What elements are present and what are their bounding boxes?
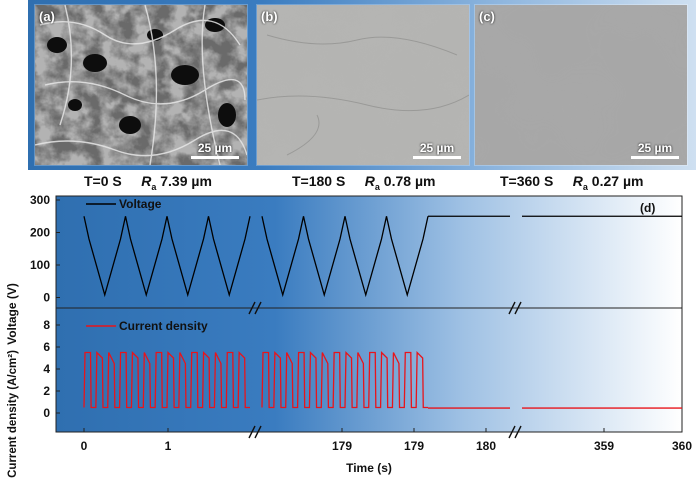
scale-bar-c: 25 µm xyxy=(631,141,679,159)
micrograph-panel-b: (b) 25 µm xyxy=(256,4,470,166)
scale-line-a xyxy=(191,156,239,159)
caption-ra-symbol-a: R xyxy=(141,173,152,189)
x-tick-label: 179 xyxy=(332,439,352,453)
x-tick-label: 180 xyxy=(476,439,496,453)
series-group xyxy=(83,215,682,409)
x-tick-label: 179 xyxy=(404,439,424,453)
voltage-line-segment-2 xyxy=(261,216,429,298)
current-line-segment-2 xyxy=(261,350,428,409)
break-mark xyxy=(508,301,516,315)
panel-label-b: (b) xyxy=(261,9,278,24)
x-axis-label: Time (s) xyxy=(346,461,392,475)
caption-time-a: T=0 S xyxy=(84,173,122,189)
caption-time-b: T=180 S xyxy=(292,173,346,189)
scale-text-a: 25 µm xyxy=(197,141,233,155)
break-mark xyxy=(508,425,516,439)
scale-line-b xyxy=(413,156,461,159)
caption-ra-symbol-b: R xyxy=(364,173,375,189)
x-tick-label: 0 xyxy=(81,439,88,453)
caption-ra-value-c: 0.27 µm xyxy=(587,173,644,189)
micrograph-strip: (a) 25 µm xyxy=(28,0,696,170)
current-tick-label: 2 xyxy=(43,384,50,398)
micrograph-panel-c: (c) 25 µm xyxy=(474,4,688,166)
break-mark xyxy=(248,301,256,315)
break-mark xyxy=(514,425,522,439)
current-tick-label: 0 xyxy=(43,406,50,420)
scale-text-b: 25 µm xyxy=(419,141,455,155)
rough-surface-image xyxy=(35,5,247,165)
caption-c: T=360 S Ra 0.27 µm xyxy=(500,173,643,192)
panel-label-d: (d) xyxy=(640,201,655,215)
plot-frame xyxy=(55,195,683,433)
voltage-tick-label: 200 xyxy=(30,226,50,240)
voltage-ylabel: Voltage (V) xyxy=(5,283,19,345)
voltage-tick-label: 300 xyxy=(30,193,50,207)
plot-border xyxy=(55,195,683,433)
break-mark xyxy=(514,301,522,315)
break-mark xyxy=(248,425,256,439)
current-tick-label: 6 xyxy=(43,340,50,354)
voltage-line-segment-1 xyxy=(83,216,251,298)
scale-text-c: 25 µm xyxy=(637,141,673,155)
current-legend-label: Current density xyxy=(119,319,208,333)
x-tick-label: 1 xyxy=(165,439,172,453)
smoothed-surface-image xyxy=(257,5,469,165)
scale-bar-a: 25 µm xyxy=(191,141,239,159)
caption-ra-symbol-c: R xyxy=(572,173,583,189)
break-mark xyxy=(254,301,262,315)
caption-time-c: T=360 S xyxy=(500,173,554,189)
caption-ra-sub-b: a xyxy=(374,181,380,192)
caption-ra-value-b: 0.78 µm xyxy=(379,173,436,189)
scale-line-c xyxy=(631,156,679,159)
caption-a: T=0 S Ra 7.39 µm xyxy=(84,173,212,192)
caption-ra-sub-c: a xyxy=(582,181,588,192)
caption-ra-value-a: 7.39 µm xyxy=(156,173,212,189)
panel-label-c: (c) xyxy=(479,9,495,24)
voltage-tick-label: 0 xyxy=(43,291,50,305)
x-tick-label: 360 xyxy=(672,439,692,453)
panel-label-a: (a) xyxy=(39,9,55,24)
time-x-axis: 0 1 179 179 180 359 360 xyxy=(81,428,692,453)
break-mark xyxy=(254,425,262,439)
caption-ra-sub-a: a xyxy=(151,181,157,192)
micrograph-panel-a: (a) 25 µm xyxy=(34,4,248,166)
voltage-tick-label: 100 xyxy=(30,258,50,272)
current-ylabel: Current density (A/cm²) xyxy=(7,350,19,478)
polished-surface-image xyxy=(475,5,687,165)
current-tick-label: 8 xyxy=(43,318,50,332)
legends: Voltage Current density xyxy=(86,197,208,333)
current-y-axis: 0 2 4 6 8 xyxy=(43,318,60,420)
scale-bar-b: 25 µm xyxy=(413,141,461,159)
voltage-current-chart: 0 100 200 300 0 2 4 6 8 0 1 179 179 180 359 360 Volta… xyxy=(5,193,692,478)
voltage-legend-label: Voltage xyxy=(119,197,162,211)
x-tick-label: 359 xyxy=(594,439,614,453)
voltage-y-axis: 0 100 200 300 xyxy=(30,193,60,305)
current-line-segment-1 xyxy=(83,350,250,409)
axis-breaks xyxy=(248,301,522,439)
caption-b: T=180 S Ra 0.78 µm xyxy=(292,173,435,192)
current-tick-label: 4 xyxy=(43,362,50,376)
